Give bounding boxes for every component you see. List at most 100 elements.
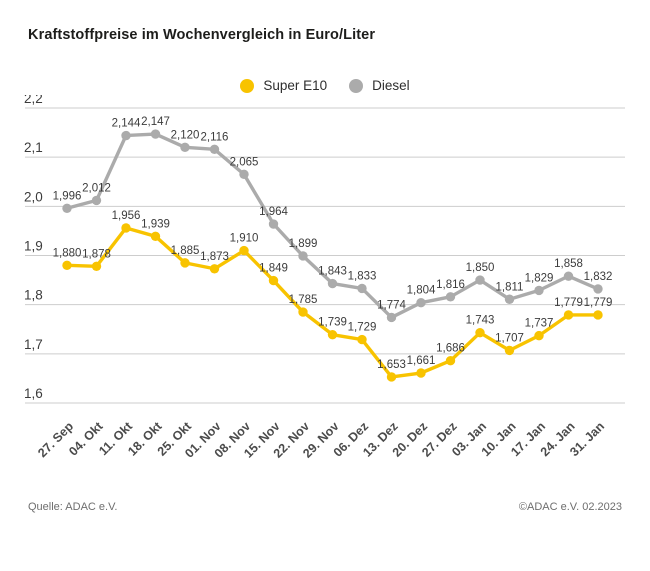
source-note: Quelle: ADAC e.V. bbox=[28, 501, 118, 513]
data-point-label: 1,939 bbox=[141, 218, 170, 230]
data-point-marker bbox=[62, 203, 72, 213]
data-point-label: 1,858 bbox=[554, 258, 583, 270]
chart-title: Kraftstoffpreise im Wochenvergleich in E… bbox=[28, 27, 376, 43]
data-point-marker bbox=[121, 130, 131, 141]
copyright-note: ©ADAC e.V. 02.2023 bbox=[518, 501, 622, 513]
data-point-label: 1,743 bbox=[466, 315, 495, 327]
data-point-marker bbox=[357, 283, 367, 294]
data-point-label: 1,833 bbox=[348, 270, 377, 282]
data-point-marker bbox=[563, 271, 574, 281]
data-point-marker bbox=[416, 297, 426, 308]
data-point-marker bbox=[475, 275, 485, 285]
data-point-marker bbox=[475, 327, 485, 338]
data-point-label: 1,785 bbox=[289, 294, 318, 306]
data-point-marker bbox=[180, 258, 190, 268]
data-point-marker bbox=[327, 278, 338, 289]
data-point-label: 1,899 bbox=[289, 238, 318, 250]
data-point-label: 1,811 bbox=[496, 281, 524, 293]
data-point-label: 2,120 bbox=[171, 129, 200, 141]
legend-item-super-e10: Super E10 bbox=[240, 78, 327, 93]
data-point-marker bbox=[563, 310, 574, 320]
data-point-marker bbox=[593, 310, 603, 320]
y-tick-label: 1,9 bbox=[24, 238, 43, 253]
data-point-label: 1,686 bbox=[436, 343, 465, 355]
data-point-marker bbox=[327, 329, 338, 340]
data-point-marker bbox=[386, 372, 397, 382]
grid-and-y-axis: 2,2 2,1 2,0 1,9 1,8 1,7 1,6 bbox=[24, 95, 625, 404]
data-point-label: 1,873 bbox=[200, 251, 229, 263]
data-point-marker bbox=[268, 275, 279, 286]
y-tick-label: 2,0 bbox=[24, 189, 43, 204]
data-point-label: 1,737 bbox=[525, 318, 554, 330]
legend-item-diesel: Diesel bbox=[349, 78, 410, 93]
data-point-label: 2,144 bbox=[112, 118, 141, 130]
data-point-label: 1,661 bbox=[407, 355, 436, 367]
y-tick-label: 2,2 bbox=[24, 95, 43, 106]
data-point-marker bbox=[445, 356, 456, 366]
y-tick-label: 1,7 bbox=[24, 337, 43, 352]
data-point-marker bbox=[534, 285, 544, 296]
legend-label-diesel: Diesel bbox=[372, 78, 410, 93]
data-point-label: 2,147 bbox=[141, 116, 170, 128]
data-point-marker bbox=[239, 245, 249, 256]
data-point-label: 1,729 bbox=[348, 322, 377, 334]
data-point-label: 1,804 bbox=[407, 285, 436, 297]
data-point-marker bbox=[593, 284, 603, 294]
legend: Super E10 Diesel bbox=[0, 78, 650, 93]
data-point-marker bbox=[150, 231, 161, 242]
data-point-label: 1,653 bbox=[377, 359, 406, 371]
data-point-marker bbox=[180, 142, 190, 153]
data-point-label: 1,885 bbox=[171, 245, 200, 257]
series-diesel bbox=[62, 129, 603, 323]
data-point-label: 1,878 bbox=[82, 248, 111, 260]
data-point-marker bbox=[209, 264, 220, 274]
data-point-marker bbox=[239, 169, 249, 180]
data-point-marker bbox=[121, 223, 131, 233]
data-point-label: 2,065 bbox=[230, 156, 259, 168]
data-point-label: 1,964 bbox=[259, 206, 288, 218]
data-point-marker bbox=[91, 195, 102, 206]
data-point-marker bbox=[150, 129, 161, 139]
data-point-marker bbox=[298, 307, 308, 317]
data-point-label: 1,843 bbox=[318, 266, 347, 278]
legend-label-super-e10: Super E10 bbox=[263, 78, 328, 93]
super-e10-swatch-icon bbox=[240, 78, 255, 93]
y-tick-label: 1,8 bbox=[24, 288, 43, 303]
data-point-label: 1,816 bbox=[436, 279, 465, 291]
data-point-label: 1,996 bbox=[53, 190, 82, 202]
footer: Quelle: ADAC e.V. ©ADAC e.V. 02.2023 bbox=[28, 501, 622, 513]
data-point-marker bbox=[445, 292, 456, 302]
data-point-marker bbox=[62, 260, 72, 271]
data-point-label: 1,779 bbox=[554, 297, 583, 309]
data-point-label: 1,850 bbox=[466, 262, 495, 274]
data-point-label: 1,956 bbox=[112, 210, 141, 222]
data-point-marker bbox=[504, 345, 515, 356]
data-point-label: 1,832 bbox=[584, 271, 613, 283]
data-point-marker bbox=[386, 312, 397, 323]
data-point-marker bbox=[357, 334, 367, 345]
data-point-marker bbox=[91, 261, 102, 272]
data-point-marker bbox=[209, 144, 220, 154]
data-point-marker bbox=[504, 294, 515, 304]
data-point-marker bbox=[416, 368, 426, 378]
data-point-label: 1,849 bbox=[259, 263, 288, 275]
series-super-e10 bbox=[62, 223, 603, 382]
data-point-label: 2,116 bbox=[201, 131, 229, 143]
diesel-swatch-icon bbox=[349, 78, 364, 93]
data-point-marker bbox=[268, 219, 279, 229]
data-point-label: 1,880 bbox=[53, 247, 82, 259]
data-point-label: 1,779 bbox=[584, 297, 613, 309]
data-point-label: 1,774 bbox=[377, 299, 406, 311]
data-point-label: 1,829 bbox=[525, 272, 554, 284]
y-tick-label: 1,6 bbox=[24, 386, 43, 401]
data-point-label: 1,707 bbox=[495, 332, 524, 344]
data-point-label: 1,910 bbox=[230, 233, 259, 245]
series-line bbox=[66, 226, 598, 379]
data-point-marker bbox=[298, 251, 308, 261]
y-tick-label: 2,1 bbox=[24, 140, 43, 155]
